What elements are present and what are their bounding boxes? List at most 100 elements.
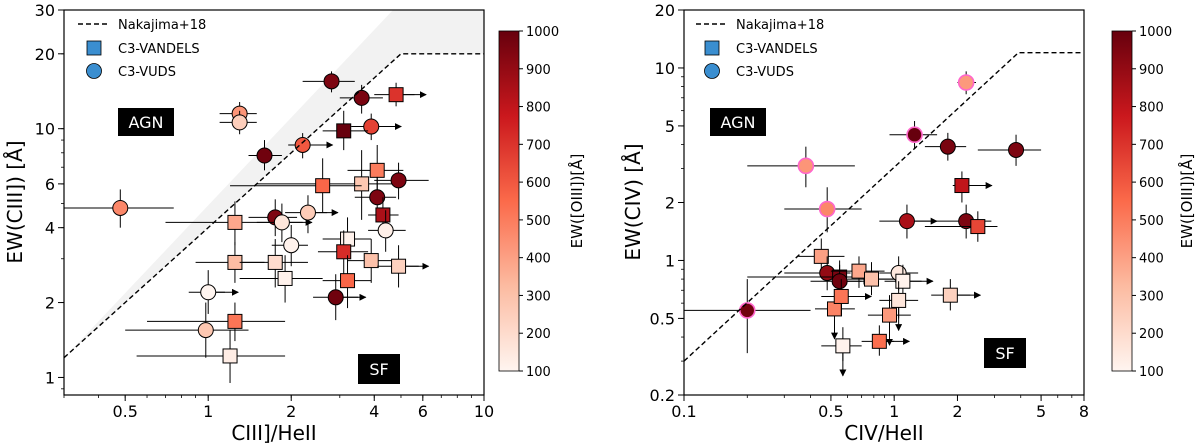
circle-marker xyxy=(299,204,316,221)
data-point xyxy=(931,279,982,311)
data-point xyxy=(867,295,911,346)
square-marker xyxy=(340,231,356,247)
y-tick-label: 10 xyxy=(35,120,55,139)
circle-marker xyxy=(294,136,311,153)
legend-circle-marker xyxy=(86,63,102,79)
data-point xyxy=(684,279,811,354)
data-point xyxy=(248,140,282,171)
data-point xyxy=(821,279,872,316)
agn-region-label: AGN xyxy=(128,113,163,132)
square-marker xyxy=(942,287,958,303)
colorbar-tick-label: 200 xyxy=(526,327,551,342)
circle-marker xyxy=(377,222,394,239)
data-point xyxy=(322,110,369,151)
data-point xyxy=(861,325,911,356)
circle-marker xyxy=(369,189,386,206)
data-point xyxy=(64,189,174,228)
square-marker xyxy=(336,244,352,260)
square-marker xyxy=(954,178,970,194)
data-point xyxy=(884,264,934,301)
x-tick-label: 1 xyxy=(203,402,213,421)
data-point xyxy=(374,82,427,107)
data-point xyxy=(879,204,938,239)
square-marker xyxy=(222,348,238,364)
circle-marker xyxy=(1008,141,1025,158)
colorbar-tick-label: 700 xyxy=(526,138,551,153)
circle-marker xyxy=(197,322,214,339)
legend-square-marker xyxy=(86,40,102,56)
left-colorbar: 100 200 300 400 500 600 700 800 900 1000 EW([OIII… xyxy=(498,25,586,380)
colorbar-tick-label: 1000 xyxy=(1139,25,1172,40)
x-tick-label: 4 xyxy=(369,402,379,421)
circle-marker xyxy=(738,302,756,319)
y-tick-label: 10 xyxy=(655,59,675,78)
square-marker xyxy=(833,288,849,304)
square-marker xyxy=(864,271,880,287)
data-point xyxy=(271,225,308,267)
sf-label-box xyxy=(358,354,400,384)
square-marker xyxy=(891,292,907,308)
colorbar-tick-label: 300 xyxy=(1139,289,1164,304)
colorbar-tick-label: 900 xyxy=(526,63,551,78)
circle-marker xyxy=(797,157,815,175)
right-data-points xyxy=(684,71,1042,377)
circle-marker xyxy=(831,273,848,290)
square-marker xyxy=(388,87,404,103)
data-point xyxy=(230,158,362,213)
circle-marker xyxy=(353,89,370,106)
agn-region-shade xyxy=(64,10,484,358)
data-point xyxy=(188,270,239,314)
data-point xyxy=(957,71,976,95)
circle-marker xyxy=(957,74,975,91)
x-tick-label: 10 xyxy=(474,402,494,421)
square-marker xyxy=(336,123,352,139)
circle-marker xyxy=(327,289,344,306)
legend-square-marker-right xyxy=(704,40,720,56)
agn-region-label-right: AGN xyxy=(720,113,755,132)
data-point xyxy=(313,274,367,321)
legend-line-label-right: Nakajima+18 xyxy=(736,18,824,33)
data-point xyxy=(288,133,334,159)
x-tick-label: 2 xyxy=(952,402,962,421)
data-point xyxy=(125,302,249,358)
circle-marker xyxy=(273,214,290,231)
square-marker xyxy=(835,338,851,354)
circle-marker xyxy=(906,126,923,144)
data-point xyxy=(374,162,429,200)
legend-circle-label-right: C3-VUDS xyxy=(736,65,794,80)
data-point xyxy=(924,132,967,161)
colorbar-tick-label: 800 xyxy=(526,101,551,116)
colorbar-tick-label: 400 xyxy=(526,252,551,267)
colorbar-tick-label: 1000 xyxy=(526,25,559,40)
legend-circle-marker-right xyxy=(704,63,720,79)
square-marker xyxy=(369,162,385,178)
right-x-ticks: 0.1 0.5 1 2 5 8 xyxy=(671,395,1089,421)
right-colorbar: 100 200 300 400 500 600 700 800 900 1000 EW([OIII… xyxy=(1111,25,1196,380)
circle-marker xyxy=(112,199,129,216)
data-point xyxy=(136,330,286,383)
data-point xyxy=(147,302,286,342)
square-marker xyxy=(227,214,243,230)
right-y-ticks: 0.2 0.5 1 2 5 10 20 xyxy=(650,1,684,405)
left-y-ticks: 1 2 4 6 10 20 30 xyxy=(35,1,64,390)
y-tick-label: 2 xyxy=(665,194,675,213)
x-tick-label: 5 xyxy=(1036,402,1046,421)
data-point xyxy=(821,327,862,377)
colorbar-tick-label: 100 xyxy=(526,365,551,380)
square-marker xyxy=(895,273,911,289)
left-axes-frame xyxy=(63,9,485,396)
square-marker xyxy=(267,254,283,270)
x-tick-label: 1 xyxy=(889,402,899,421)
sf-region-label-right: SF xyxy=(995,344,1014,363)
sf-region-label: SF xyxy=(369,360,388,379)
x-tick-label: 0.1 xyxy=(671,402,696,421)
left-x-ticks: 0.5 1 2 4 6 10 xyxy=(63,395,494,421)
legend-square-label: C3-VANDELS xyxy=(118,42,200,57)
circle-marker xyxy=(323,73,340,90)
data-point xyxy=(239,255,323,303)
circle-marker xyxy=(200,284,217,301)
right-legend: Nakajima+18 C3-VANDELS C3-VUDS xyxy=(696,18,824,80)
y-tick-label: 30 xyxy=(35,1,55,20)
x-tick-label: 0.5 xyxy=(818,402,843,421)
y-tick-label: 20 xyxy=(35,45,55,64)
